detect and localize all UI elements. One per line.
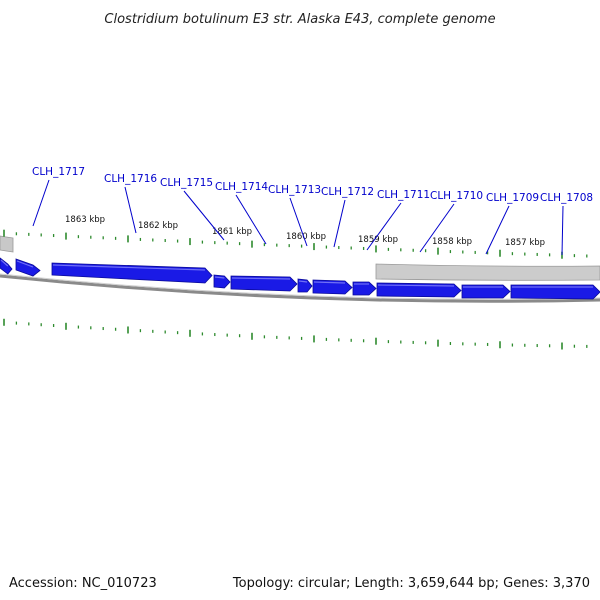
scale-label: 1863 kbp bbox=[65, 215, 105, 225]
genome-title: Clostridium botulinum E3 str. Alaska E43… bbox=[104, 12, 495, 27]
backbone-outer-line-highlight bbox=[0, 273, 600, 300]
gene-label[interactable]: CLH_1714 bbox=[215, 181, 268, 193]
gene-arrow-highlight bbox=[377, 284, 455, 287]
gene-arrow-highlight bbox=[313, 281, 346, 284]
gene-label[interactable]: CLH_1709 bbox=[486, 192, 539, 204]
gene-leader-line bbox=[289, 197, 308, 247]
gene-label[interactable]: CLH_1717 bbox=[32, 166, 85, 178]
gene-leader-line bbox=[419, 203, 455, 253]
accession-text: Accession: NC_010723 bbox=[9, 576, 157, 591]
backbone-light-left bbox=[0, 235, 14, 253]
gene-arrow bbox=[376, 282, 462, 298]
gene-leader-line bbox=[183, 190, 225, 241]
gene-arrow bbox=[461, 284, 511, 299]
gene-leader-line bbox=[333, 199, 346, 248]
gene-arrow bbox=[297, 278, 313, 293]
gene-label[interactable]: CLH_1716 bbox=[104, 173, 157, 185]
gene-leader-line bbox=[485, 205, 510, 255]
gene-leader-line bbox=[366, 202, 402, 251]
gene-leader-line bbox=[235, 194, 267, 245]
genome-summary-text: Topology: circular; Length: 3,659,644 bp… bbox=[232, 576, 590, 591]
backbone-group bbox=[0, 235, 600, 303]
genes-layer bbox=[0, 257, 600, 300]
gene-label[interactable]: CLH_1708 bbox=[540, 192, 593, 204]
ticks-layer bbox=[3, 229, 588, 350]
gene-arrow bbox=[352, 281, 377, 296]
scale-label: 1859 kbp bbox=[358, 235, 398, 245]
gene-arrow-highlight bbox=[16, 260, 34, 268]
gene-arrow bbox=[213, 274, 231, 289]
scale-label: 1861 kbp bbox=[212, 227, 252, 237]
gene-label[interactable]: CLH_1713 bbox=[268, 184, 321, 196]
backbone-outer-line bbox=[0, 274, 600, 303]
gene-arrow-highlight bbox=[0, 259, 9, 267]
backbone-light-right bbox=[375, 263, 600, 281]
scale-label: 1860 kbp bbox=[286, 232, 326, 242]
gene-arrow-highlight bbox=[231, 277, 291, 280]
gene-label[interactable]: CLH_1712 bbox=[321, 186, 374, 198]
gene-label[interactable]: CLH_1711 bbox=[377, 189, 430, 201]
gene-arrow-highlight bbox=[214, 276, 225, 279]
gene-label[interactable]: CLH_1710 bbox=[430, 190, 483, 202]
gene-arrow bbox=[51, 262, 213, 284]
gene-arrow-highlight bbox=[52, 264, 206, 271]
scale-label: 1858 kbp bbox=[432, 237, 472, 247]
gene-arrow-highlight bbox=[298, 280, 308, 283]
gene-leader-line bbox=[561, 205, 564, 256]
gene-label[interactable]: CLH_1715 bbox=[160, 177, 213, 189]
gene-leader-line bbox=[32, 179, 50, 227]
gene-arrow bbox=[510, 284, 600, 300]
gene-labels-layer: CLH_1717 CLH_1716 CLH_1715 CLH_1714 CLH_1713… bbox=[32, 166, 593, 256]
scale-label: 1862 kbp bbox=[138, 221, 178, 231]
scale-label: 1857 kbp bbox=[505, 238, 545, 248]
gene-leader-line bbox=[124, 186, 137, 234]
scale-labels-layer: 1863 kbp 1862 kbp 1861 kbp 1860 kbp 1859 kbp… bbox=[65, 215, 545, 248]
gene-arrow bbox=[230, 275, 298, 292]
